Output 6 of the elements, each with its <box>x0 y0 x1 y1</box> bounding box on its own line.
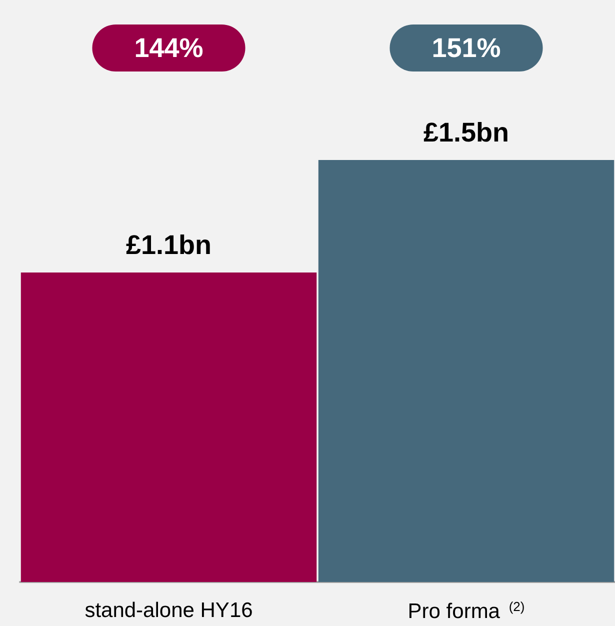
data-label: £1.1bn <box>126 230 212 260</box>
text: 151% <box>432 33 501 63</box>
x-tick-label: Pro forma (2) <box>408 599 525 623</box>
x-tick-label: stand-alone HY16 <box>84 599 253 622</box>
text: 144% <box>134 33 204 63</box>
data-label: £1.5bn <box>423 118 510 148</box>
